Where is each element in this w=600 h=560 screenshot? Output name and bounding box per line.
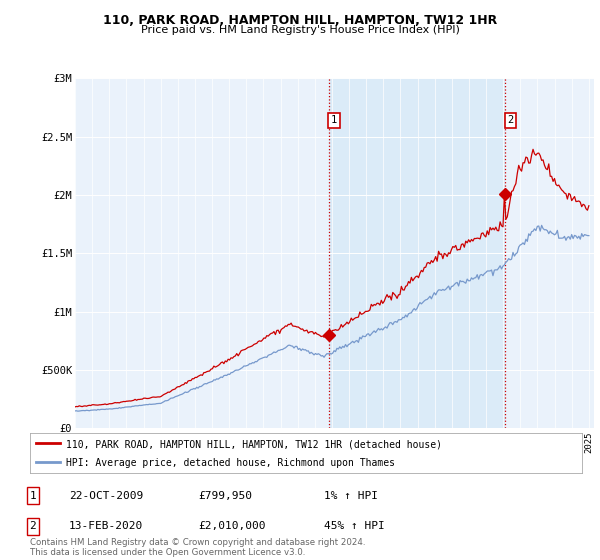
Text: HPI: Average price, detached house, Richmond upon Thames: HPI: Average price, detached house, Rich… bbox=[66, 458, 395, 468]
Text: 1: 1 bbox=[29, 491, 37, 501]
Text: 110, PARK ROAD, HAMPTON HILL, HAMPTON, TW12 1HR: 110, PARK ROAD, HAMPTON HILL, HAMPTON, T… bbox=[103, 14, 497, 27]
Text: 2: 2 bbox=[508, 115, 514, 125]
Text: 13-FEB-2020: 13-FEB-2020 bbox=[69, 521, 143, 531]
Bar bbox=[329, 78, 505, 428]
Text: £2,010,000: £2,010,000 bbox=[198, 521, 265, 531]
Text: 2: 2 bbox=[29, 521, 37, 531]
Text: 45% ↑ HPI: 45% ↑ HPI bbox=[324, 521, 385, 531]
Text: £799,950: £799,950 bbox=[198, 491, 252, 501]
Text: 1% ↑ HPI: 1% ↑ HPI bbox=[324, 491, 378, 501]
Text: 110, PARK ROAD, HAMPTON HILL, HAMPTON, TW12 1HR (detached house): 110, PARK ROAD, HAMPTON HILL, HAMPTON, T… bbox=[66, 439, 442, 449]
Text: Price paid vs. HM Land Registry's House Price Index (HPI): Price paid vs. HM Land Registry's House … bbox=[140, 25, 460, 35]
Text: Contains HM Land Registry data © Crown copyright and database right 2024.
This d: Contains HM Land Registry data © Crown c… bbox=[30, 538, 365, 557]
Text: 22-OCT-2009: 22-OCT-2009 bbox=[69, 491, 143, 501]
Text: 1: 1 bbox=[331, 115, 337, 125]
